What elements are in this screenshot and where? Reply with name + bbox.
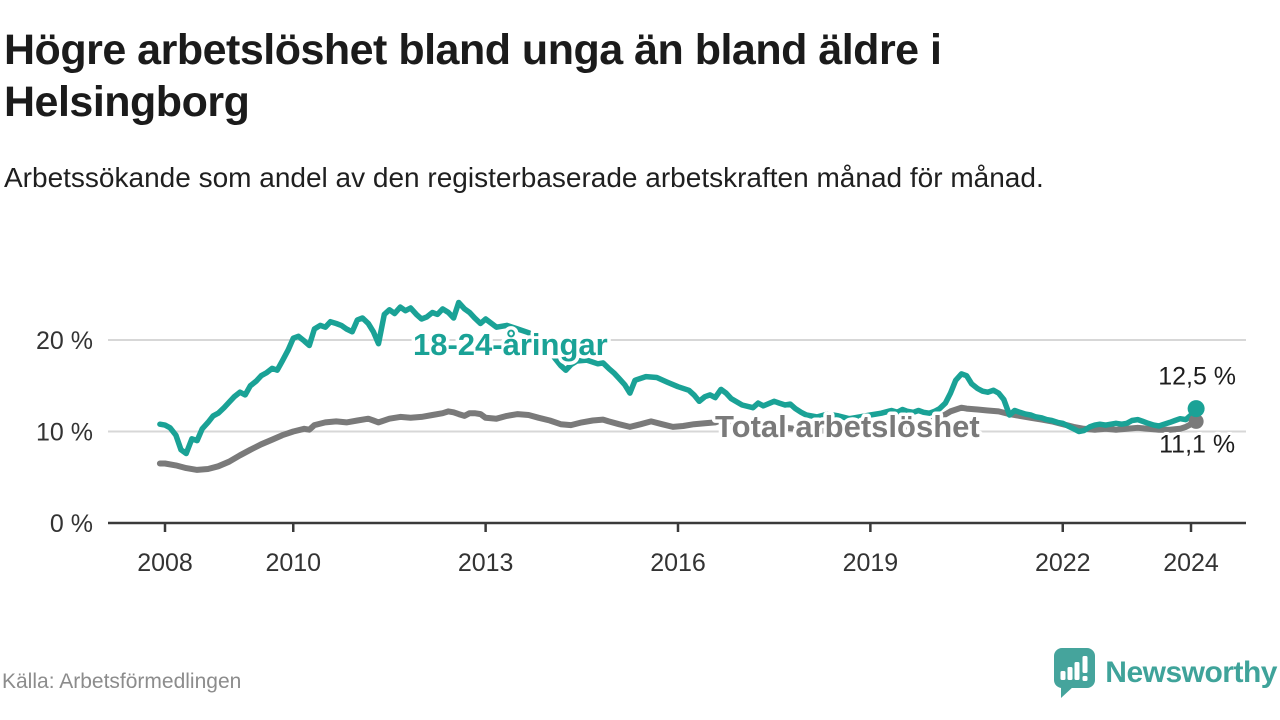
page-subtitle: Arbetssökande som andel av den registerb… xyxy=(4,162,1044,193)
x-axis-label-2022: 2022 xyxy=(1035,549,1091,577)
page-title: Högre arbetslöshet bland unga än bland ä… xyxy=(4,26,942,126)
series-line-young xyxy=(157,299,1199,457)
newsworthy-logo: Newsworthy xyxy=(1052,645,1277,701)
series-line-total xyxy=(156,404,1200,473)
y-axis-label-10: 10 % xyxy=(36,419,93,447)
end-dot-young xyxy=(1187,400,1205,418)
series-label-total: Total arbetslöshet xyxy=(715,409,980,444)
x-axis-label-2024: 2024 xyxy=(1163,549,1219,577)
source-note: Källa: Arbetsförmedlingen xyxy=(2,670,242,693)
brand-name: Newsworthy xyxy=(1105,656,1277,689)
end-dot-total xyxy=(1188,413,1204,429)
x-axis-label-2010: 2010 xyxy=(265,549,321,577)
speech-bubble-bar-chart-icon xyxy=(1054,648,1096,698)
x-axis-label-2008: 2008 xyxy=(137,549,193,577)
y-axis-label-0: 0 % xyxy=(50,510,93,538)
end-value-label-total: 11,1 % xyxy=(1159,430,1235,458)
series-label-young: 18-24-åringar xyxy=(413,327,608,362)
x-axis-label-2019: 2019 xyxy=(843,549,899,577)
end-value-label-young: 12,5 % xyxy=(1158,363,1236,391)
y-axis-label-20: 20 % xyxy=(36,327,93,355)
x-axis-label-2013: 2013 xyxy=(458,549,514,577)
x-axis-label-2016: 2016 xyxy=(650,549,706,577)
